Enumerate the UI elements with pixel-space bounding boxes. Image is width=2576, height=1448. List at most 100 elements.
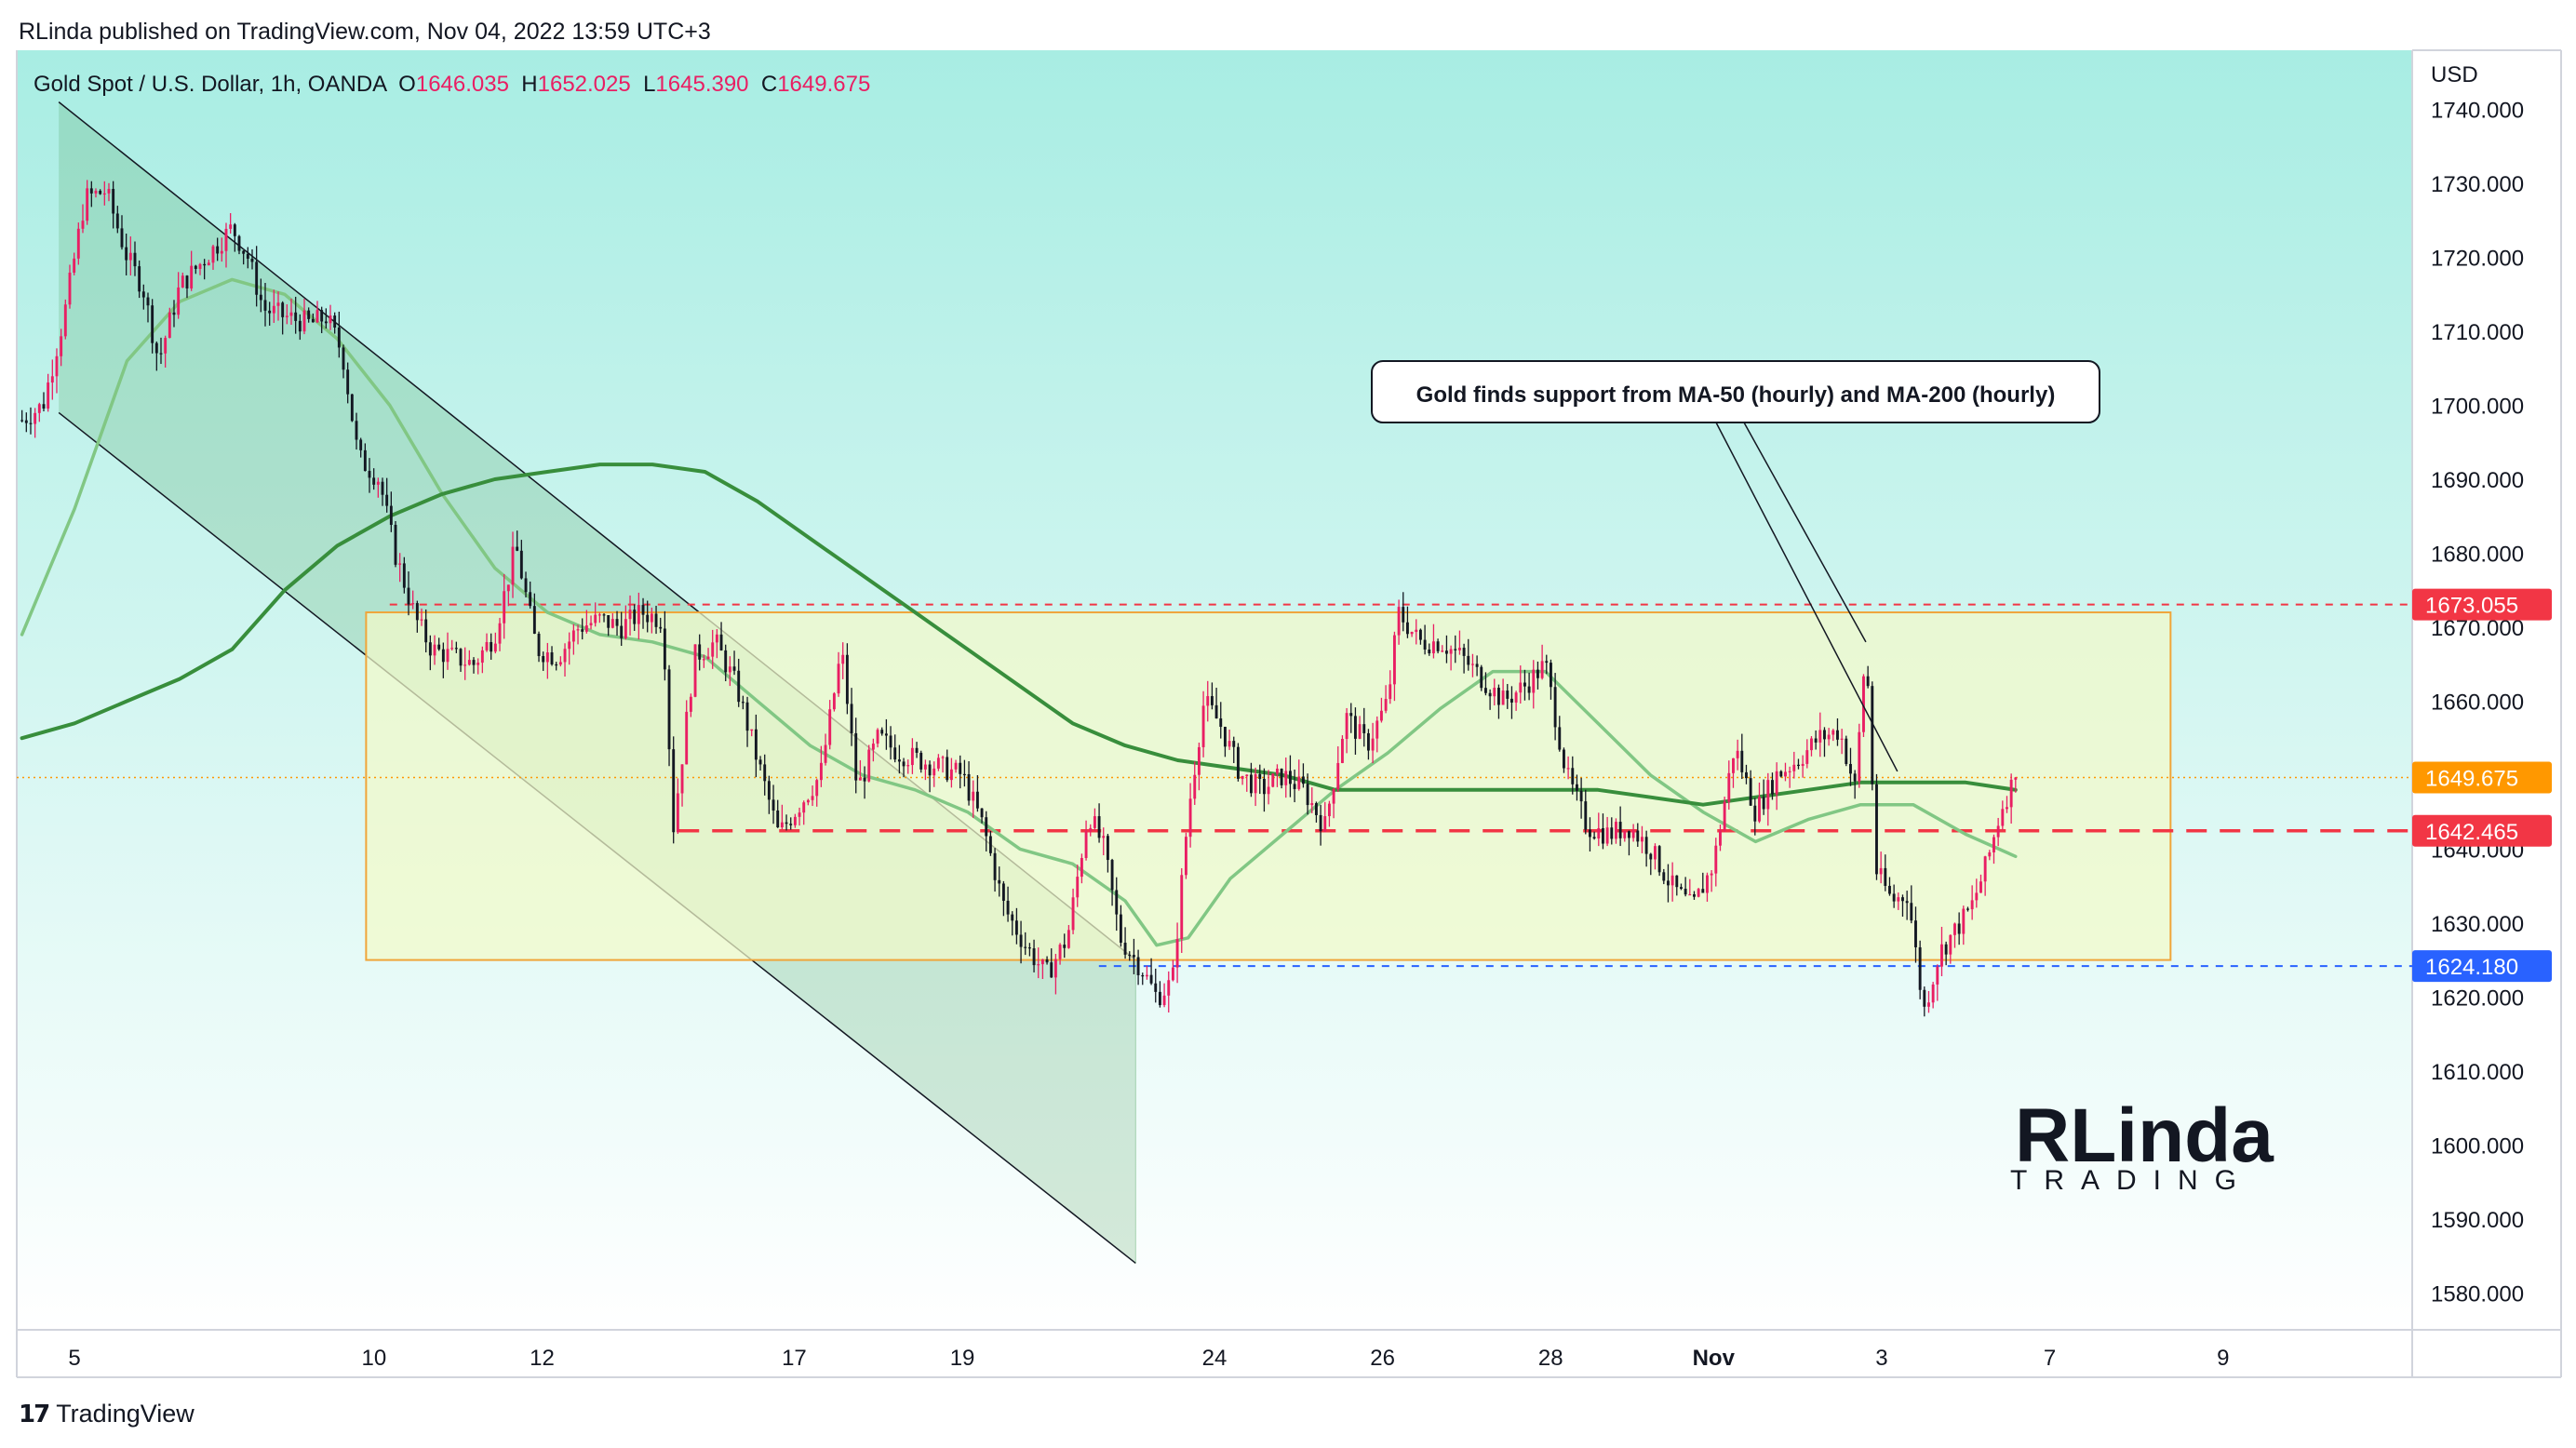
candle [1037, 947, 1040, 979]
candle-body [355, 421, 358, 440]
candle-body [519, 550, 523, 579]
candle [1931, 982, 1935, 1009]
candle-body [1523, 682, 1526, 687]
candle-body [1245, 774, 1249, 776]
candle [385, 477, 389, 513]
candle [919, 750, 923, 773]
candle-body [1067, 930, 1070, 948]
candle [893, 734, 897, 763]
candle [876, 728, 879, 748]
candle [42, 392, 46, 412]
candle [146, 292, 150, 323]
candle-body [1037, 964, 1040, 966]
candle-body [1758, 797, 1761, 822]
candle-body [459, 649, 463, 666]
candle [1631, 824, 1635, 842]
candle [138, 260, 141, 299]
candle-body [1167, 980, 1171, 996]
tradingview-brand[interactable]: 𝟭𝟳 TradingView [19, 1400, 195, 1428]
candle-body [433, 644, 436, 656]
candle [285, 303, 288, 325]
candle [584, 610, 588, 634]
candle-body [480, 650, 484, 664]
legend-l-label: L [643, 72, 655, 97]
x-tick-label: 19 [950, 1346, 975, 1371]
candle-body [954, 762, 958, 770]
candle [633, 604, 637, 631]
candle [298, 314, 302, 341]
candle-body [454, 648, 458, 650]
candle [1858, 723, 1861, 788]
candle-body [1996, 825, 2000, 838]
candle-body [1475, 664, 1479, 667]
candle-body [1210, 696, 1214, 705]
price-label-badge [2412, 814, 2552, 847]
candle [1014, 907, 1018, 945]
candle [1719, 825, 1722, 851]
candle [1553, 673, 1557, 741]
tradingview-logo-icon: 𝟭𝟳 [19, 1400, 50, 1428]
candle-body [42, 404, 46, 409]
candle [1027, 943, 1031, 957]
candle-body [998, 879, 1001, 884]
candle [151, 299, 154, 354]
candle [1201, 690, 1205, 758]
candle-body [1623, 831, 1627, 838]
y-tick-label: 1730.000 [2431, 172, 2524, 197]
candle-body [1375, 720, 1379, 739]
candle-body [1006, 900, 1010, 915]
candle [1045, 956, 1049, 965]
tradingview-name: TradingView [56, 1400, 195, 1428]
candle-body [1415, 629, 1418, 632]
candle [102, 181, 106, 206]
candle [650, 607, 653, 634]
annotation-callout[interactable]: Gold finds support from MA-50 (hourly) a… [1371, 360, 2100, 772]
candle-body [1936, 966, 1939, 985]
candle-body [949, 769, 953, 781]
candle-body [115, 213, 119, 229]
time-axis[interactable]: 5 10 12 17 19 24 26 28 Nov 3 7 9 [68, 1346, 2229, 1371]
candle [1579, 777, 1583, 819]
candle-body [1254, 773, 1257, 794]
candle [811, 785, 814, 807]
candle [1784, 762, 1787, 782]
candle [1957, 912, 1961, 945]
candle [607, 615, 610, 637]
candle [798, 807, 801, 826]
legend-h-label: H [521, 72, 537, 97]
candle-body [1405, 622, 1409, 635]
candle [1766, 772, 1770, 826]
candle-body [1862, 676, 1865, 732]
price-axis[interactable]: USD 1580.000 1590.000 1600.000 1610.000 1620.… [2412, 62, 2552, 1307]
candle [516, 530, 519, 552]
candle-body [359, 439, 363, 450]
candle [524, 571, 528, 597]
candle [1040, 959, 1044, 979]
candle [307, 307, 311, 323]
candle [268, 302, 272, 326]
candle-body [250, 259, 254, 262]
candle [112, 181, 115, 229]
candlesticks [20, 180, 2018, 1017]
candle-body [476, 663, 480, 665]
candle [1275, 764, 1279, 787]
candle-body [125, 247, 128, 261]
candle [437, 637, 441, 651]
candle [1375, 716, 1379, 753]
candle-body [415, 603, 419, 621]
candle-body [563, 649, 567, 663]
candle-body [181, 275, 184, 288]
candle [34, 408, 37, 438]
candle [1749, 770, 1752, 807]
horizontal-levels[interactable] [17, 603, 2412, 968]
candle-body [516, 546, 519, 551]
candle [355, 412, 358, 450]
ma-200-line [20, 463, 2018, 807]
candle [932, 761, 936, 787]
candle [646, 600, 650, 633]
candle [1332, 787, 1335, 819]
candle [315, 301, 319, 323]
candle [363, 443, 367, 472]
candle-body [60, 336, 63, 356]
